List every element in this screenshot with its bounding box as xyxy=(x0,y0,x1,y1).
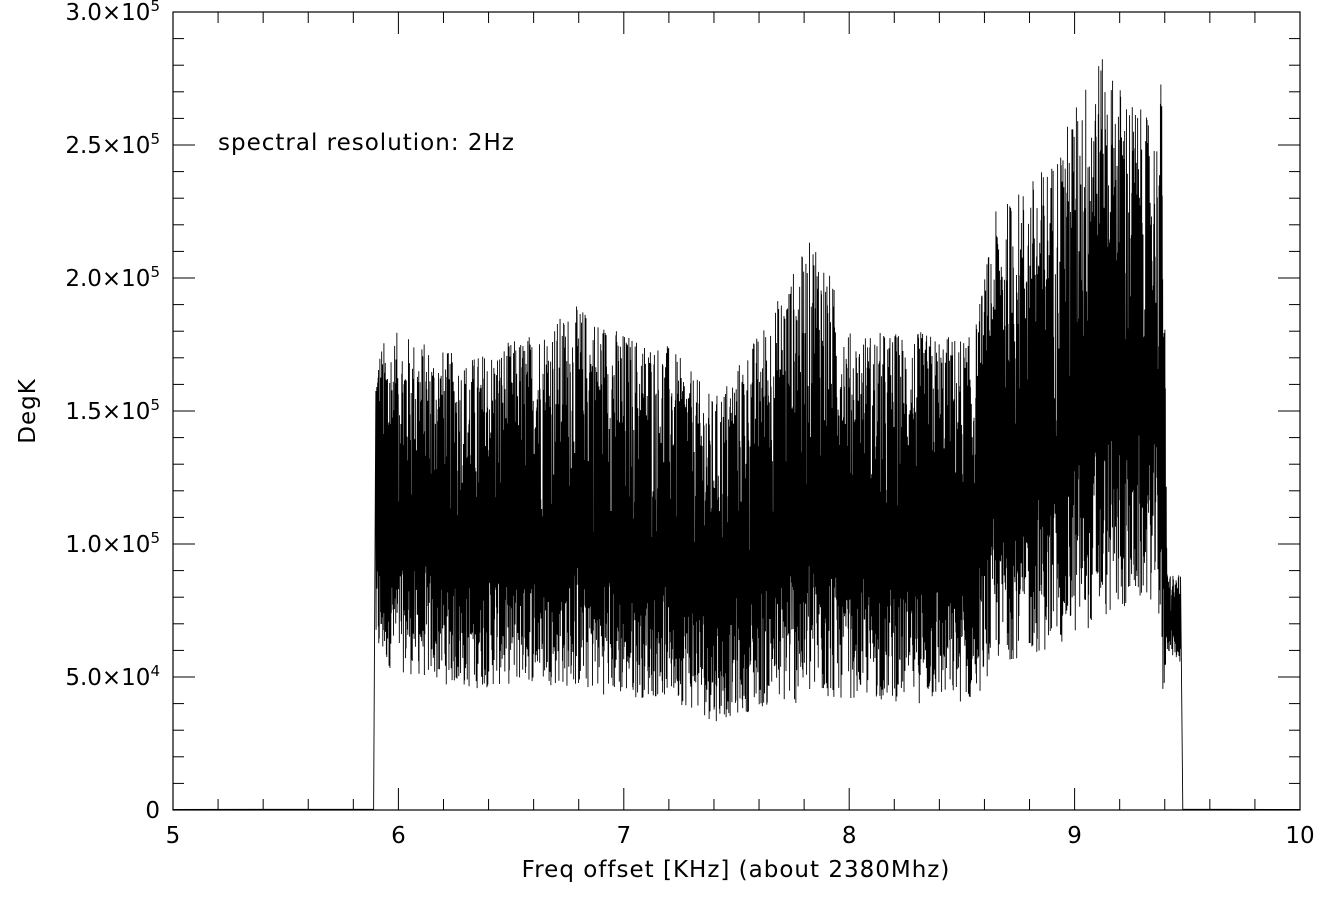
y-tick-label: 1.0×105 xyxy=(65,529,160,558)
annotation-text: spectral resolution: 2Hz xyxy=(218,130,515,156)
y-tick-label: 3.0×105 xyxy=(65,0,160,26)
x-tick-label: 8 xyxy=(842,823,857,849)
y-tick-label: 1.5×105 xyxy=(65,396,160,425)
x-tick-label: 9 xyxy=(1067,823,1082,849)
x-tick-label: 5 xyxy=(166,823,181,849)
y-tick-label: 2.0×105 xyxy=(65,263,160,292)
y-axis-label: DegK xyxy=(15,378,41,444)
spectrum-series xyxy=(172,59,1301,810)
x-tick-labels: 5 6 7 8 9 10 xyxy=(166,823,1315,849)
spectrum-line xyxy=(172,59,1301,810)
x-tick-label: 6 xyxy=(391,823,406,849)
y-tick-label: 0 xyxy=(145,798,160,824)
x-tick-label: 10 xyxy=(1285,823,1314,849)
axis-ticks xyxy=(172,11,1301,811)
x-tick-label: 7 xyxy=(616,823,631,849)
y-tick-label: 2.5×105 xyxy=(65,130,160,159)
y-tick-labels: 0 5.0×104 1.0×105 1.5×105 2.0×105 2.5×105 3.0×… xyxy=(65,0,160,824)
y-tick-label: 5.0×104 xyxy=(65,662,160,691)
x-axis-label: Freq offset [KHz] (about 2380Mhz) xyxy=(522,857,951,883)
